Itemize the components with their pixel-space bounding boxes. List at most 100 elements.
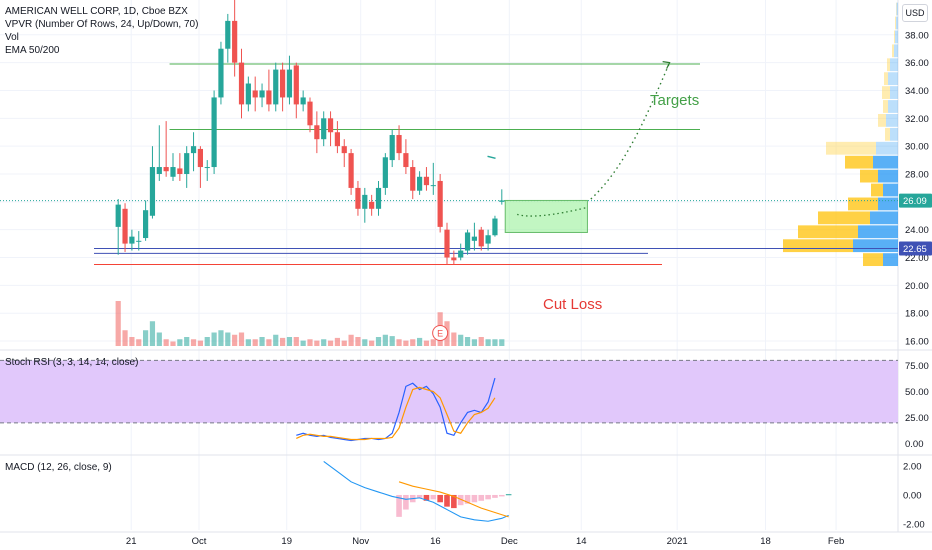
candle-body [464, 232, 471, 251]
volume-profile-up-bar [883, 100, 888, 113]
volume-profile-up-bar [896, 2, 897, 16]
volume-profile-down-bar [895, 30, 898, 44]
macd-histogram-bar [492, 494, 498, 498]
candle-body [382, 157, 388, 188]
volume-bar [143, 330, 149, 346]
stoch-rsi-pane [0, 359, 898, 442]
candle-body [177, 168, 183, 174]
volume-bar [129, 337, 135, 346]
macd-histogram-bar [478, 494, 485, 501]
volume-bar [190, 339, 197, 346]
volume-bar [403, 340, 409, 346]
volume-profile-up-bar [894, 30, 895, 44]
volume-bar [499, 339, 505, 346]
volume-bar [218, 330, 224, 346]
volume-profile-down-bar [873, 155, 898, 169]
candle-body [314, 125, 320, 140]
candle-body [300, 97, 306, 105]
time-axis-tick: Oct [192, 536, 207, 547]
time-axis-tick: Feb [828, 536, 844, 547]
time-axis-tick: 19 [281, 536, 292, 547]
macd-histogram-bar [505, 494, 512, 496]
earnings-marker-icon [432, 325, 449, 341]
macd-label[interactable]: MACD (12, 26, close, 9) [5, 462, 112, 473]
volume-profile-up-bar [860, 169, 878, 183]
chart-legend: AMERICAN WELL CORP, 1D, Cboe BZX VPVR (N… [5, 5, 198, 57]
vpvr-indicator-label[interactable]: VPVR (Number Of Rows, 24, Up/Down, 70) [5, 19, 199, 30]
volume-profile-up-bar [818, 211, 870, 225]
volume-bars [115, 301, 505, 346]
volume-profile-up-bar [878, 114, 886, 127]
volume-profile-up-bar [895, 16, 896, 30]
volume-profile-up-bar [783, 239, 853, 253]
price-axis-tick: 18.00 [905, 309, 929, 320]
volume-profile-up-bar [887, 58, 890, 72]
candle-body [170, 167, 176, 177]
price-axis-tick: 28.00 [905, 170, 929, 181]
volume-bar [259, 337, 265, 346]
projection-curve [590, 62, 671, 200]
volume-bar [417, 337, 423, 346]
time-axis-tick: 14 [576, 536, 587, 547]
volume-bar [204, 337, 210, 346]
candle-body [451, 257, 457, 261]
macd-histogram-bar [403, 494, 409, 510]
volume-bar [307, 339, 313, 346]
price-axis-tick: 16.00 [905, 337, 929, 348]
volume-profile-down-bar [890, 127, 898, 141]
candle-body [348, 153, 354, 188]
macd-histogram-bar [485, 494, 491, 500]
candle-body [245, 83, 251, 105]
candle-body [190, 146, 197, 154]
projection-arrowhead [662, 61, 671, 69]
entry-zone-box [504, 199, 588, 233]
ema-indicator-label[interactable]: EMA 50/200 [5, 45, 60, 56]
volume-bar [122, 330, 128, 346]
volume-profile-down-bar [876, 141, 898, 155]
candle-body [375, 187, 382, 209]
candle-body [499, 200, 505, 202]
candle-body [129, 236, 135, 244]
price-axis-tick: 34.00 [905, 86, 929, 97]
macd-histogram-bar [457, 494, 464, 506]
candle-body [143, 210, 149, 239]
candle-body [218, 48, 224, 98]
price-axis-tick: 22.00 [905, 253, 929, 264]
candle-body [238, 62, 245, 105]
volume-bar [451, 332, 457, 346]
volume-bar [286, 337, 293, 346]
volume-bar [156, 332, 162, 346]
volume-profile-down-bar [888, 100, 898, 113]
macd-signal-line [398, 481, 509, 518]
volume-bar [410, 339, 416, 346]
volume-bar [348, 334, 354, 346]
volume-indicator-label[interactable]: Vol [5, 32, 19, 43]
candle-body [225, 20, 231, 49]
candle-body [327, 118, 334, 133]
volume-bar [382, 334, 388, 346]
symbol-title[interactable]: AMERICAN WELL CORP, 1D, Cboe BZX [5, 6, 188, 17]
price-candles[interactable] [115, 0, 505, 265]
candle-body [471, 236, 477, 241]
volume-bar [300, 340, 306, 346]
volume-bar [396, 339, 402, 346]
price-axis-tick: 36.00 [905, 58, 929, 69]
time-axis-tick: Nov [352, 536, 369, 547]
candle-body [478, 229, 484, 247]
volume-bar [314, 340, 320, 346]
volume-profile-down-bar [896, 16, 898, 30]
ema-tick-mark [487, 155, 496, 160]
stoch-rsi-axis-tick: 0.00 [905, 439, 924, 450]
grid [0, 0, 932, 533]
stoch-rsi-label[interactable]: Stoch RSI (3, 3, 14, 14, close) [5, 357, 139, 368]
currency-button[interactable]: USD [902, 4, 928, 22]
axes: 16.0018.0020.0022.0024.0026.0028.0030.00… [126, 30, 932, 547]
volume-profile-up-bar [871, 183, 883, 197]
stoch-rsi-axis-tick: 25.00 [905, 413, 929, 424]
stoch-rsi-band [0, 360, 898, 423]
candle-body [334, 132, 340, 147]
volume-bar [464, 337, 471, 346]
volume-bar [362, 339, 368, 346]
candle-body [423, 176, 430, 186]
